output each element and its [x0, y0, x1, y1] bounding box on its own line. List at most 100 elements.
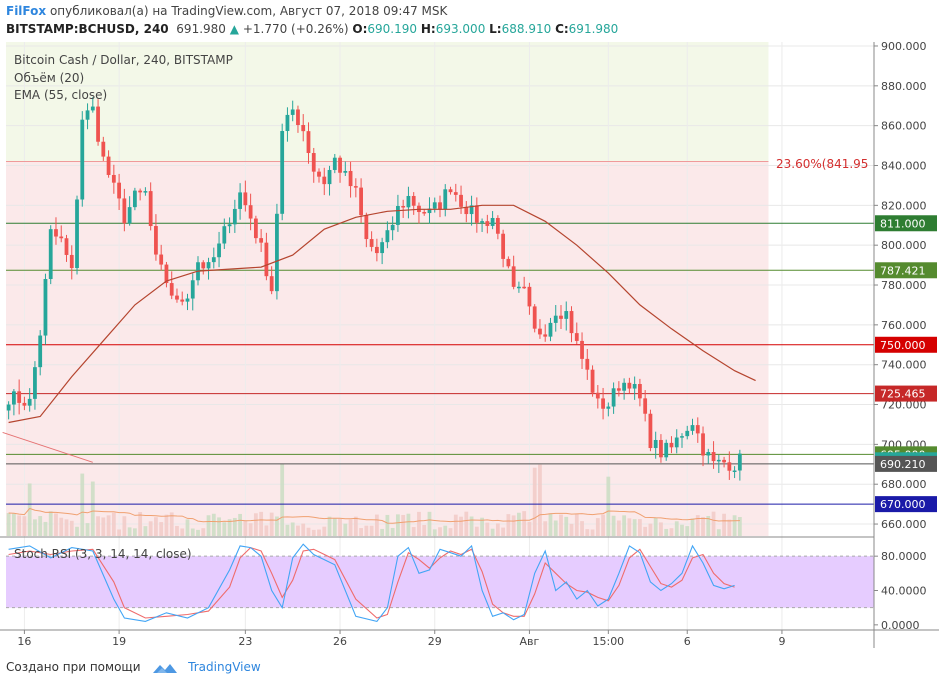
candle-body: [238, 192, 242, 209]
symbol-line: BITSTAMP:BCHUSD, 240 691.980 ▲ +1.770 (+…: [6, 22, 618, 36]
price-badge-label: 725.465: [880, 388, 926, 401]
candle-body: [6, 404, 11, 411]
volume-bar: [474, 526, 479, 536]
volume-bar: [459, 516, 463, 536]
volume-bar: [185, 519, 190, 536]
volume-bar: [6, 513, 11, 536]
volume-bar: [111, 512, 116, 536]
volume-bar: [469, 516, 474, 536]
legend-title: Bitcoin Cash / Dollar, 240, BITSTAMP: [14, 53, 233, 67]
up-arrow-icon: ▲: [229, 22, 239, 36]
candle-body: [438, 202, 442, 210]
candle-body: [359, 187, 363, 216]
candle-body: [201, 262, 206, 269]
price-tick-label: 740.000: [881, 359, 927, 372]
volume-bar: [48, 511, 53, 536]
volume-bar: [80, 473, 85, 536]
volume-bar: [75, 526, 79, 536]
candle-body: [664, 442, 669, 458]
header-bar: FilFox опубликовал(а) на TradingView.com…: [0, 0, 939, 42]
price-chart[interactable]: 900.000 880.000 860.000 840.000 820.000 800.0…: [0, 42, 939, 660]
candle-body: [175, 295, 179, 300]
volume-bar: [238, 513, 242, 536]
volume-bar: [517, 512, 521, 536]
volume-bar: [611, 515, 616, 536]
candle-body: [132, 190, 137, 208]
volume-bar: [632, 519, 637, 536]
candle-body: [269, 276, 274, 292]
candle-body: [490, 217, 495, 226]
time-tick-label: 9: [778, 635, 785, 648]
candle-body: [401, 206, 406, 208]
volume-bar: [327, 516, 332, 536]
volume-bar: [690, 518, 695, 536]
volume-bar: [348, 519, 353, 536]
candle-body: [501, 233, 506, 259]
volume-bar: [290, 522, 295, 536]
price-tick-label: 900.000: [881, 42, 927, 53]
candle-body: [611, 388, 616, 407]
volume-bar: [643, 526, 648, 536]
candle-body: [422, 212, 427, 214]
volume-bar: [264, 525, 269, 536]
candle-body: [75, 199, 79, 269]
volume-bar: [232, 517, 237, 536]
candle-body: [169, 283, 174, 296]
price-badge-label: 811.000: [880, 217, 926, 230]
candle-body: [159, 254, 164, 265]
volume-bar: [132, 528, 137, 536]
footer-brand[interactable]: TradingView: [188, 660, 261, 674]
candle-body: [695, 425, 700, 434]
volume-bar: [432, 529, 437, 536]
volume-bar: [422, 524, 427, 536]
close-label: C:: [555, 22, 569, 36]
volume-bar: [90, 481, 95, 536]
candle-body: [643, 398, 648, 414]
candle-body: [580, 340, 584, 359]
volume-bar: [464, 511, 469, 536]
candle-body: [648, 413, 653, 449]
volume-bar: [627, 518, 632, 536]
price-badge-label: 690.210: [880, 458, 926, 471]
volume-bar: [711, 511, 716, 536]
candle-body: [69, 254, 74, 269]
volume-bar: [159, 522, 164, 536]
candle-body: [574, 333, 579, 341]
fib-label: 23.60%(841.95: [776, 157, 868, 171]
volume-bar: [574, 513, 579, 536]
volume-bar: [480, 517, 484, 536]
candle-body: [264, 242, 269, 277]
price-badge: [875, 215, 937, 232]
close-value: 691.980: [568, 22, 619, 36]
volume-bar: [190, 528, 195, 536]
price-badge-label: 670.000: [880, 498, 926, 511]
volume-bar: [522, 511, 527, 536]
candle-body: [143, 191, 148, 193]
volume-bar: [11, 513, 16, 536]
candle-body: [474, 205, 479, 223]
volume-bar: [543, 521, 548, 536]
symbol-name[interactable]: BITSTAMP:BCHUSD, 240: [6, 22, 169, 36]
price-tick-label: 840.000: [881, 160, 927, 173]
volume-bar: [248, 523, 253, 536]
time-tick-label: 19: [112, 635, 126, 648]
price-tick-label: 660.000: [881, 518, 927, 531]
publisher-name[interactable]: FilFox: [6, 4, 47, 18]
candle-body: [538, 328, 542, 335]
price-tick-label: 880.000: [881, 80, 927, 93]
volume-bar: [648, 523, 653, 536]
volume-bar: [580, 521, 584, 536]
candle-body: [453, 192, 458, 195]
candle-body: [532, 306, 537, 329]
candle-body: [232, 208, 237, 225]
candle-body: [80, 119, 85, 200]
volume-bar: [122, 516, 127, 536]
candle-body: [553, 315, 558, 323]
footer: Создано при помощи TradingView: [6, 660, 261, 675]
volume-bar: [396, 514, 400, 536]
footer-made-with: Создано при помощи: [6, 660, 141, 674]
volume-bar: [616, 520, 621, 536]
published-text: опубликовал(а) на TradingView.com, Авгус…: [49, 4, 448, 18]
volume-bar: [680, 524, 684, 536]
candle-body: [722, 459, 726, 463]
